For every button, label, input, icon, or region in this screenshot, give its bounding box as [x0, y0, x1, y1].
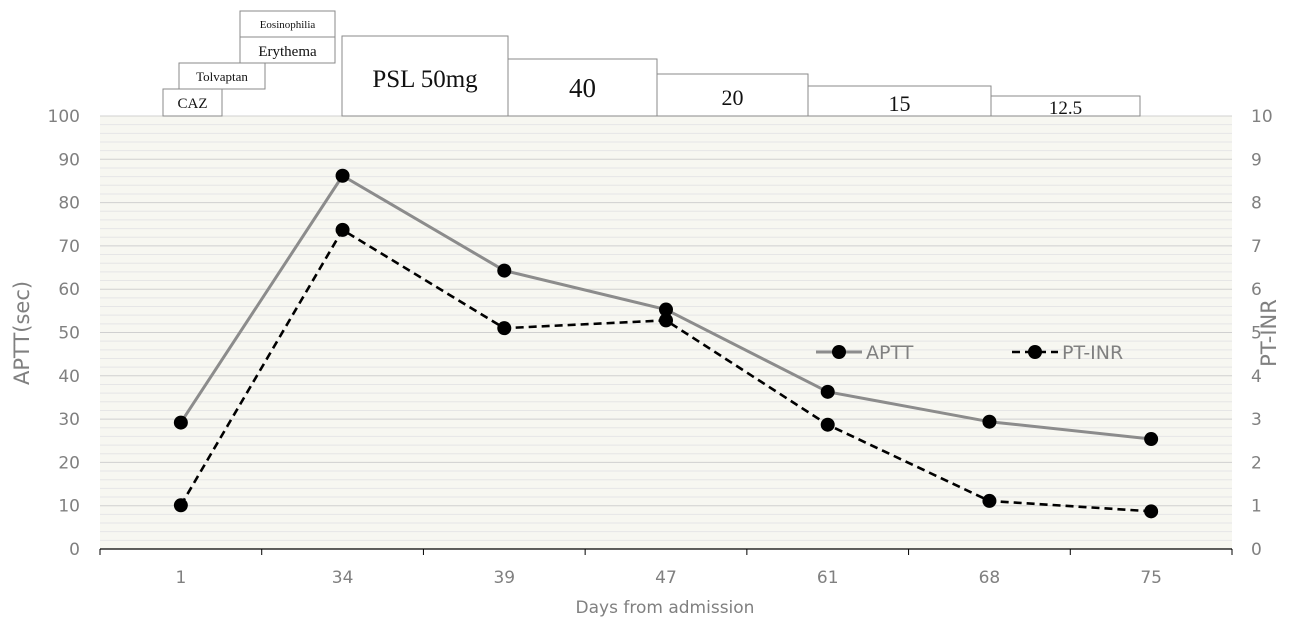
- data-point-pt-inr: [659, 313, 673, 328]
- y2-tick-label: 4: [1251, 367, 1262, 387]
- treatment-box-label: PSL 50mg: [372, 66, 478, 93]
- y2-tick-label: 6: [1251, 280, 1262, 300]
- y2-tick-label: 9: [1251, 150, 1262, 170]
- treatment-box: [239, 10, 336, 38]
- x-tick-label: 39: [493, 568, 515, 588]
- y-tick-label: 90: [58, 150, 80, 170]
- y2-axis-title: PT-INR: [1257, 299, 1281, 367]
- y2-tick-label: 7: [1251, 237, 1262, 257]
- data-point-pt-inr: [335, 222, 350, 237]
- data-point-aptt: [982, 414, 997, 429]
- y-tick-label: 60: [58, 280, 80, 300]
- data-point-aptt: [820, 384, 835, 399]
- y-tick-label: 0: [69, 540, 80, 560]
- data-point-pt-inr: [497, 321, 512, 336]
- treatment-box-label: 12.5: [1049, 98, 1082, 119]
- x-tick-label: 34: [332, 568, 354, 588]
- treatment-box-label: Erythema: [258, 44, 317, 60]
- treatment-box: [239, 36, 336, 64]
- treatment-box: [162, 88, 223, 117]
- data-point-aptt: [659, 302, 673, 317]
- treatment-box: [807, 85, 992, 117]
- x-tick-label: 61: [817, 568, 839, 588]
- data-point-pt-inr: [982, 493, 997, 508]
- x-tick-label: 68: [979, 568, 1001, 588]
- x-tick-label: 47: [655, 568, 677, 588]
- legend-label-aptt: APTT: [866, 342, 914, 364]
- data-point-pt-inr: [820, 417, 835, 432]
- data-point-pt-inr: [173, 498, 188, 513]
- data-point-aptt: [1144, 432, 1159, 447]
- y-tick-label: 30: [58, 410, 80, 430]
- treatment-box-label: 20: [722, 85, 744, 110]
- data-point-aptt: [173, 415, 188, 430]
- x-tick-label: 75: [1140, 568, 1162, 588]
- y-tick-label: 40: [58, 367, 80, 387]
- treatment-box-label: 40: [569, 73, 596, 103]
- y-tick-label: 100: [48, 107, 80, 127]
- y2-tick-label: 1: [1251, 497, 1262, 517]
- x-tick-label: 1: [175, 568, 186, 588]
- y2-tick-label: 2: [1251, 453, 1262, 473]
- legend-marker-pt-inr: [1028, 345, 1042, 359]
- y-tick-label: 70: [58, 237, 80, 257]
- data-point-aptt: [497, 263, 512, 278]
- y2-tick-label: 10: [1251, 107, 1273, 127]
- treatment-box-label: CAZ: [178, 96, 208, 112]
- legend-label-pt-inr: PT-INR: [1062, 342, 1123, 364]
- data-point-aptt: [335, 168, 350, 183]
- y2-tick-label: 8: [1251, 194, 1262, 214]
- y2-tick-label: 3: [1251, 410, 1262, 430]
- treatment-box: [990, 95, 1141, 117]
- y2-tick-label: 5: [1251, 324, 1262, 344]
- y-tick-label: 50: [58, 324, 80, 344]
- x-axis-title: Days from admission: [576, 598, 755, 618]
- treatment-box: [341, 35, 509, 117]
- treatment-box-label: Eosinophilia: [260, 19, 316, 31]
- y-tick-label: 20: [58, 453, 80, 473]
- y-tick-label: 80: [58, 194, 80, 214]
- y2-tick-label: 0: [1251, 540, 1262, 560]
- treatment-box: [178, 62, 266, 90]
- y-tick-label: 10: [58, 497, 80, 517]
- legend-marker-aptt: [832, 345, 846, 359]
- y-axis-title: APTT(sec): [10, 281, 34, 385]
- treatment-box-label: 15: [889, 91, 911, 116]
- data-point-pt-inr: [1144, 504, 1159, 519]
- treatment-box-label: Tolvaptan: [196, 69, 248, 84]
